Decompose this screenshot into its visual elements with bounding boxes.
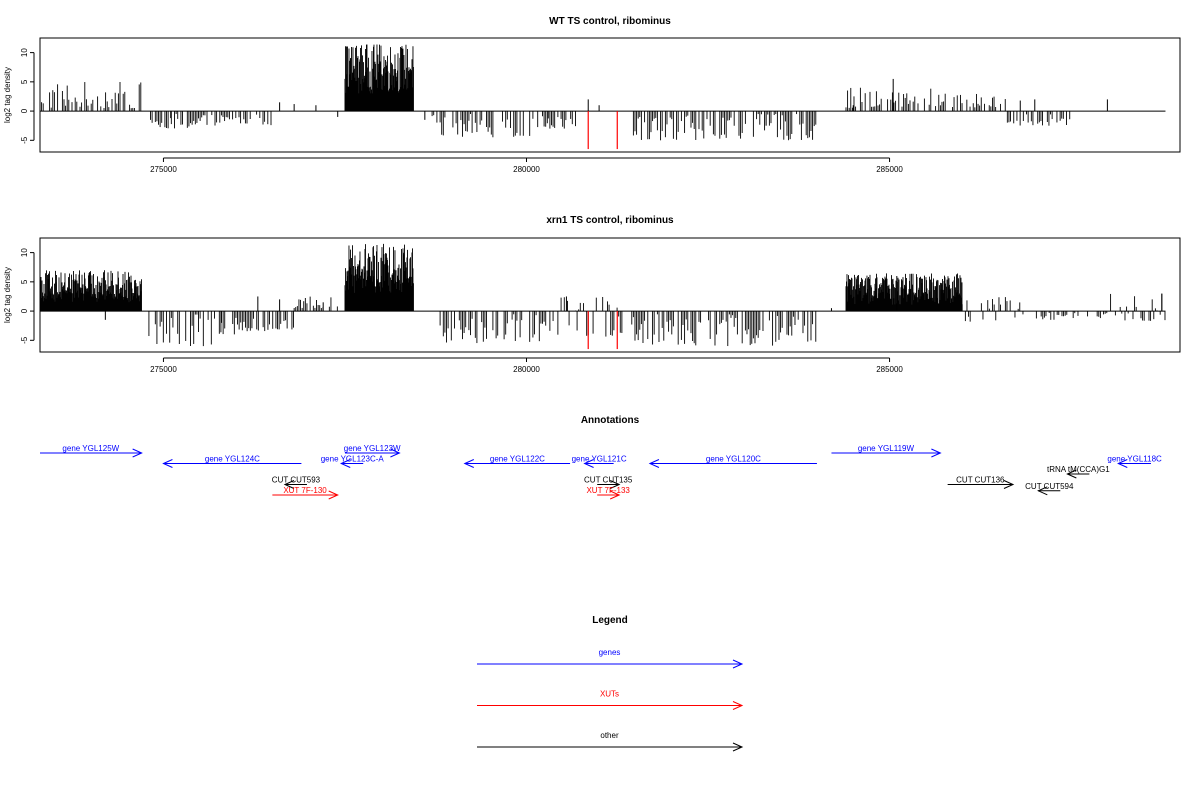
feature-arrowhead (162, 459, 173, 468)
feature-arrowhead (132, 448, 143, 458)
feature-label: gene YGL125W (62, 444, 119, 453)
feature-label: CUT CUT594 (1025, 482, 1074, 491)
annotation-feature: CUT CUT594 (1025, 482, 1074, 496)
xrn1-y-tick-label: 0 (20, 308, 29, 313)
annotations-title: Annotations (581, 415, 640, 426)
wt-y-tick-label: 5 (20, 79, 29, 84)
annotation-features: gene YGL125W gene YGL124C gene YGL123W gene… (40, 444, 1162, 500)
annotation-feature: CUT CUT593 (272, 476, 321, 489)
annotation-feature: CUT CUT135 (584, 476, 633, 489)
feature-label: gene YGL122C (490, 455, 545, 464)
wt-x-tick-label: 285000 (876, 165, 903, 174)
xrn1-bar-layer (39, 243, 1166, 350)
legend-item: genes (477, 648, 744, 669)
wt-x-axis: 275000 280000 285000 (150, 157, 903, 174)
legend-arrowhead (732, 701, 744, 710)
feature-label: gene YGL119W (858, 444, 915, 453)
feature-label: gene YGL121C (572, 455, 627, 464)
xrn1-y-axis: -5 0 5 10 (20, 248, 35, 344)
legend-arrowhead (732, 742, 744, 752)
legend-title: Legend (592, 615, 628, 626)
annotation-feature: gene YGL124C (162, 455, 302, 468)
annotation-feature: XUT 7F-130 (272, 486, 339, 500)
legend-items: genes XUTs other (477, 648, 744, 752)
feature-label: tRNA tM(CCA)G1 (1047, 465, 1110, 474)
legend: Legend genes XUTs other (477, 615, 744, 752)
feature-label: CUT CUT135 (584, 476, 633, 485)
wt-plot-frame (39, 37, 1181, 153)
annotation-feature: gene YGL118C (1107, 455, 1162, 468)
feature-arrowhead (931, 448, 942, 458)
feature-arrowhead (648, 459, 660, 468)
xrn1-plot-frame (39, 237, 1181, 353)
feature-label: gene YGL123C-A (321, 455, 385, 464)
annotation-feature: tRNA tM(CCA)G1 (1047, 465, 1110, 479)
wt-x-tick-label: 280000 (513, 165, 540, 174)
feature-arrowhead (1117, 459, 1128, 468)
annotation-feature: gene YGL119W (831, 444, 942, 458)
feature-arrowhead (609, 490, 621, 500)
feature-label: gene YGL120C (706, 455, 761, 464)
legend-arrowhead (732, 659, 744, 669)
legend-label: genes (599, 648, 621, 657)
legend-item: XUTs (477, 690, 744, 710)
legend-label: other (600, 731, 619, 740)
annotation-feature: gene YGL123C-A (321, 455, 385, 468)
annotation-feature: gene YGL125W (40, 444, 143, 458)
xrn1-y-axis-label: log2 tag density (3, 267, 12, 323)
xrn1-y-tick-label: 10 (20, 248, 29, 257)
wt-y-axis: -5 0 5 10 (20, 48, 35, 144)
feature-arrowhead (609, 480, 621, 489)
wt-x-tick-label: 275000 (150, 165, 177, 174)
annotation-feature: CUT CUT136 (947, 476, 1015, 489)
wt-coverage-panel: WT TS control, ribominus log2 tag densit… (3, 16, 1181, 174)
feature-label: XUT 7F-133 (586, 486, 630, 495)
feature-label: gene YGL118C (1107, 455, 1162, 464)
feature-arrowhead (390, 448, 401, 458)
feature-label: gene YGL123W (344, 444, 401, 453)
xrn1-x-tick-label: 285000 (876, 365, 903, 374)
xrn1-coverage-panel: xrn1 TS control, ribominus log2 tag dens… (3, 215, 1181, 374)
xrn1-y-tick-label: -5 (20, 336, 29, 344)
feature-label: gene YGL124C (205, 455, 260, 464)
feature-arrowhead (463, 459, 474, 468)
legend-item: other (477, 731, 744, 752)
annotation-feature: gene YGL123W (344, 444, 401, 458)
feature-arrowhead (339, 459, 351, 468)
wt-y-axis-label: log2 tag density (3, 67, 12, 123)
xrn1-x-tick-label: 280000 (513, 365, 540, 374)
xrn1-y-tick-label: 5 (20, 279, 29, 284)
wt-panel-title: WT TS control, ribominus (549, 16, 671, 27)
annotation-feature: gene YGL120C (648, 455, 817, 468)
wt-bar-layer (39, 44, 1166, 150)
annotation-feature: gene YGL122C (463, 455, 571, 468)
feature-arrowhead (1066, 469, 1077, 479)
wt-y-tick-label: -5 (20, 136, 29, 144)
wt-y-tick-label: 10 (20, 48, 29, 57)
xrn1-x-tick-label: 275000 (150, 365, 177, 374)
feature-arrowhead (283, 480, 295, 489)
feature-arrowhead (583, 459, 594, 468)
legend-label: XUTs (600, 690, 619, 699)
xrn1-panel-title: xrn1 TS control, ribominus (546, 215, 674, 226)
feature-label: XUT 7F-130 (283, 486, 327, 495)
feature-label: CUT CUT593 (272, 476, 321, 485)
wt-y-tick-label: 0 (20, 108, 29, 113)
feature-label: CUT CUT136 (956, 476, 1005, 485)
annotation-feature: gene YGL121C (572, 455, 627, 468)
feature-arrowhead (1037, 486, 1048, 496)
feature-arrowhead (328, 490, 339, 500)
annotation-feature: XUT 7F-133 (586, 486, 630, 500)
feature-arrowhead (1003, 480, 1015, 489)
xrn1-x-axis: 275000 280000 285000 (150, 357, 903, 374)
